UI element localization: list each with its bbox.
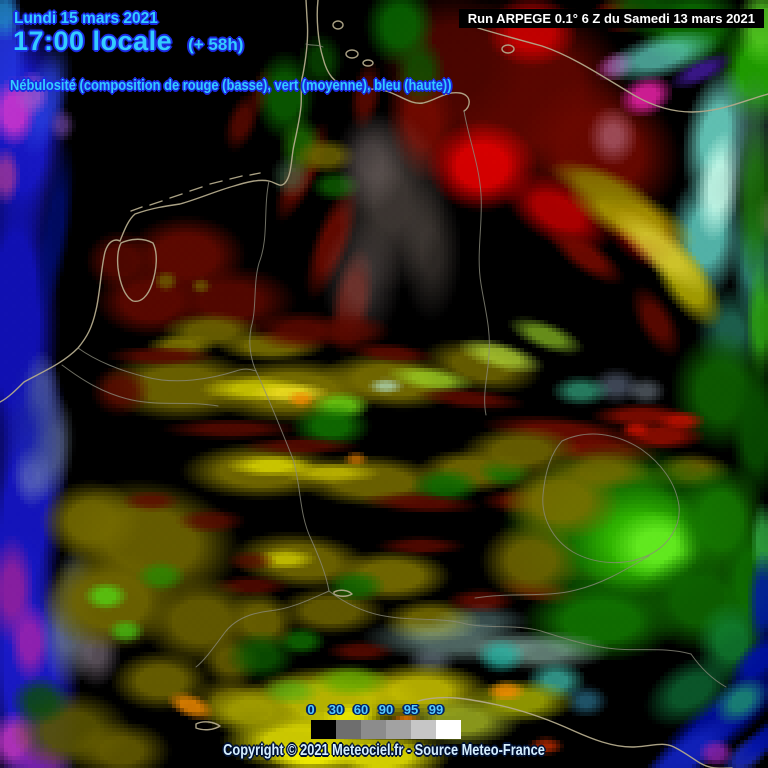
legend-box	[311, 720, 336, 739]
cloud-cover-legend: 0 30 60 90 95 99	[307, 702, 461, 740]
map-parameter-subtitle: Nébulosité (composition de rouge (basse)…	[10, 77, 452, 94]
legend-tick: 30	[328, 702, 344, 717]
forecast-time: 17:00 locale (+ 58h)	[13, 26, 243, 57]
forecast-hour-offset: (+ 58h)	[188, 35, 244, 54]
legend-box	[411, 720, 436, 739]
legend-tick: 95	[403, 702, 419, 717]
legend-tick: 99	[428, 702, 444, 717]
forecast-date: Lundi 15 mars 2021	[14, 10, 158, 27]
legend-tick: 0	[307, 702, 315, 717]
copyright-notice: Copyright © 2021 Meteociel.fr - Source M…	[223, 742, 545, 759]
run-info-bar: Run ARPEGE 0.1° 6 Z du Samedi 13 mars 20…	[458, 9, 764, 28]
legend-box	[386, 720, 411, 739]
legend-box	[336, 720, 361, 739]
legend-color-boxes	[311, 720, 461, 739]
legend-tick: 60	[353, 702, 369, 717]
legend-box	[361, 720, 386, 739]
legend-tick-labels: 0 30 60 90 95 99	[307, 702, 461, 718]
forecast-time-text: 17:00 locale	[13, 26, 173, 56]
legend-tick: 90	[378, 702, 394, 717]
legend-box	[436, 720, 461, 739]
